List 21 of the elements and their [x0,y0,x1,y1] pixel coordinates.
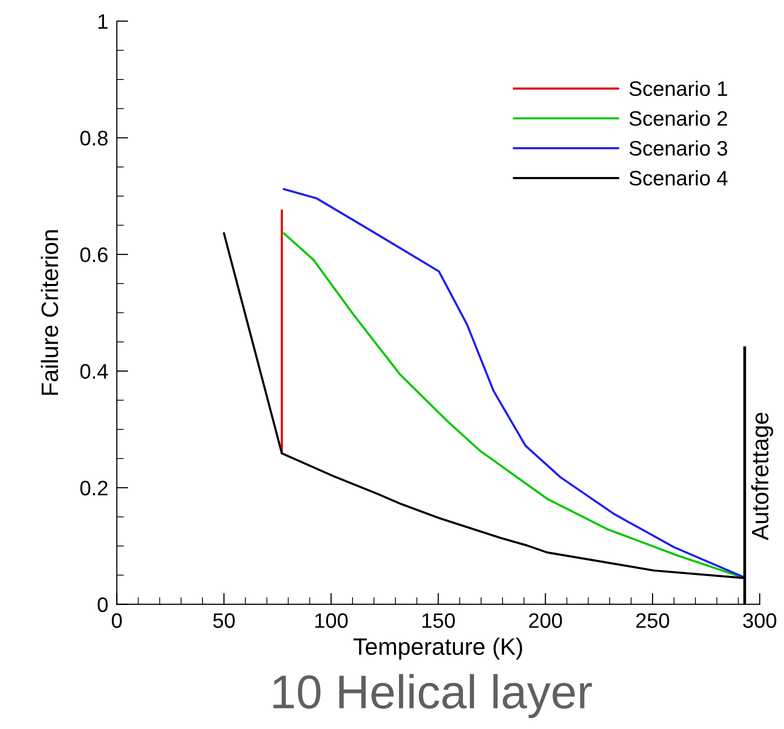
x-tick-label: 250 [636,613,670,628]
y-axis-title: Failure Criterion [40,230,58,395]
y-tick-label: 0.6 [80,247,108,262]
legend-label: Scenario 2 [629,110,728,126]
y-tick-label: 0.8 [80,130,108,146]
x-tick-label: 300 [743,613,776,628]
y-tick-label: 0.2 [80,480,108,496]
x-tick-label: 0 [112,613,122,628]
x-tick-label: 100 [315,613,348,628]
y-tick-label: 0 [98,597,108,612]
x-tick-label: 200 [529,613,562,628]
ref-line-label: Autofrettage [751,412,774,540]
text: 10 Helical layer [273,674,592,718]
legend-label: Scenario 1 [629,80,728,96]
legend-label: Scenario 3 [629,140,728,156]
y-tick-label: 1 [98,14,108,29]
x-tick-label: 150 [422,613,455,628]
y-tick-label: 0.4 [80,364,108,379]
legend-label: Scenario 4 [629,170,728,186]
x-axis-title: Temperature (K) [354,638,522,660]
x-tick-label: 50 [213,613,235,628]
